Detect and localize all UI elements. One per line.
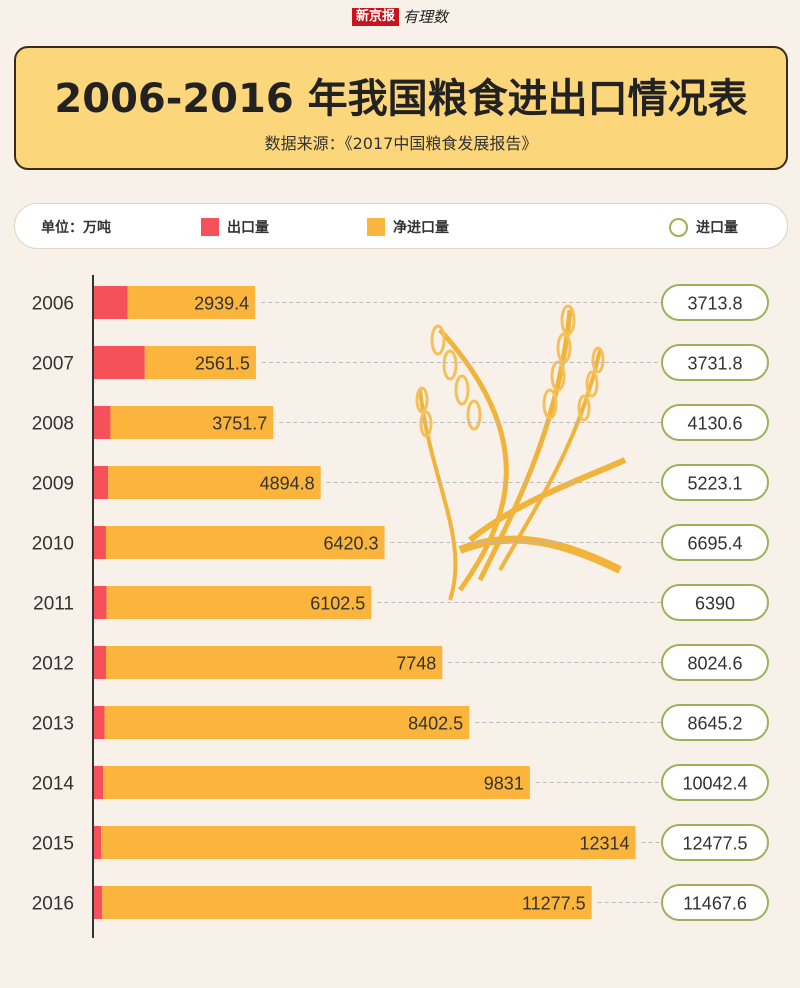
- net-import-bar: [127, 286, 256, 319]
- brand-sub: 有理数: [403, 8, 449, 26]
- import-value-pill: [661, 284, 769, 321]
- import-value-pill: [661, 584, 769, 621]
- net-import-data-label: 4894.8: [260, 474, 315, 494]
- import-data-label: 6390: [695, 594, 735, 614]
- page-title: 2006-2016 年我国粮食进出口情况表: [54, 76, 748, 122]
- import-value-pill: [661, 644, 769, 681]
- import-data-label: 5223.1: [687, 474, 742, 494]
- export-swatch: [201, 218, 219, 236]
- import-value-pill: [661, 524, 769, 561]
- import-data-label: 3713.8: [687, 294, 742, 314]
- export-bar: [94, 706, 105, 739]
- export-bar: [94, 826, 102, 859]
- import-value-pill: [661, 704, 769, 741]
- import-data-label: 8024.6: [687, 654, 742, 674]
- brand-logo: 新京报 有理数: [0, 6, 800, 27]
- chart-rows: 2006 2939.4 3713.8 2007 2561.5 3731.8 2008 3751…: [32, 284, 769, 921]
- export-bar: [94, 766, 104, 799]
- wheat-decoration: [415, 304, 627, 601]
- year-tick-label: 2016: [32, 894, 74, 915]
- net-import-swatch: [367, 218, 385, 236]
- export-bar: [94, 526, 106, 559]
- legend-net-import-label: 净进口量: [393, 220, 449, 236]
- data-source: 数据来源：《2017中国粮食发展报告》: [264, 134, 538, 153]
- net-import-bar: [104, 706, 470, 739]
- net-import-data-label: 2939.4: [194, 294, 249, 314]
- net-import-data-label: 6420.3: [324, 534, 379, 554]
- net-import-bar: [103, 766, 530, 799]
- legend-net-import: 净进口量: [367, 217, 449, 237]
- year-tick-label: 2015: [32, 834, 74, 855]
- year-tick-label: 2013: [32, 714, 74, 735]
- year-tick-label: 2010: [32, 534, 74, 555]
- year-tick-label: 2007: [32, 354, 74, 375]
- title-panel: 2006-2016 年我国粮食进出口情况表 数据来源：《2017中国粮食发展报告…: [14, 46, 788, 170]
- import-data-label: 10042.4: [682, 774, 747, 794]
- year-tick-label: 2009: [32, 474, 74, 495]
- import-value-pill: [661, 344, 769, 381]
- net-import-bar: [110, 406, 274, 439]
- net-import-data-label: 6102.5: [310, 594, 365, 614]
- export-bar: [94, 346, 145, 379]
- net-import-data-label: 8402.5: [408, 714, 463, 734]
- net-import-bar: [101, 826, 636, 859]
- legend-export: 出口量: [201, 217, 269, 237]
- net-import-data-label: 12314: [579, 834, 629, 854]
- net-import-bar: [102, 886, 592, 919]
- net-import-bar: [108, 466, 321, 499]
- year-tick-label: 2006: [32, 294, 74, 315]
- unit-label: 单位：万吨: [41, 220, 111, 236]
- net-import-data-label: 7748: [396, 654, 436, 674]
- export-bar: [94, 406, 111, 439]
- brand-name: 新京报: [351, 7, 399, 26]
- import-value-pill: [661, 404, 769, 441]
- net-import-bar: [106, 646, 443, 679]
- legend: 单位：万吨 出口量 净进口量 进口量: [14, 203, 788, 249]
- import-data-label: 4130.6: [687, 414, 742, 434]
- net-import-data-label: 11277.5: [522, 894, 586, 914]
- net-import-bar: [105, 526, 385, 559]
- export-bar: [94, 286, 128, 319]
- year-tick-label: 2008: [32, 414, 74, 435]
- import-data-label: 12477.5: [682, 834, 747, 854]
- year-tick-label: 2012: [32, 654, 74, 675]
- net-import-data-label: 3751.7: [212, 414, 267, 434]
- year-tick-label: 2011: [33, 594, 74, 615]
- import-value-pill: [661, 884, 769, 921]
- net-import-data-label: 9831: [484, 774, 524, 794]
- export-bar: [94, 586, 107, 619]
- import-data-label: 11467.6: [683, 894, 747, 914]
- import-data-label: 3731.8: [687, 354, 742, 374]
- import-data-label: 6695.4: [687, 534, 742, 554]
- export-bar: [94, 466, 109, 499]
- net-import-bar: [106, 586, 372, 619]
- net-import-bar: [144, 346, 256, 379]
- import-value-pill: [661, 824, 769, 861]
- legend-import: 进口量: [669, 217, 738, 237]
- import-value-pill: [661, 464, 769, 501]
- import-value-pill: [661, 764, 769, 801]
- net-import-data-label: 2561.5: [195, 354, 250, 374]
- legend-import-label: 进口量: [696, 220, 738, 236]
- export-bar: [94, 646, 107, 679]
- year-tick-label: 2014: [32, 774, 75, 795]
- import-ring-swatch: [669, 217, 688, 237]
- legend-export-label: 出口量: [227, 220, 269, 236]
- export-bar: [94, 886, 103, 919]
- import-data-label: 8645.2: [687, 714, 742, 734]
